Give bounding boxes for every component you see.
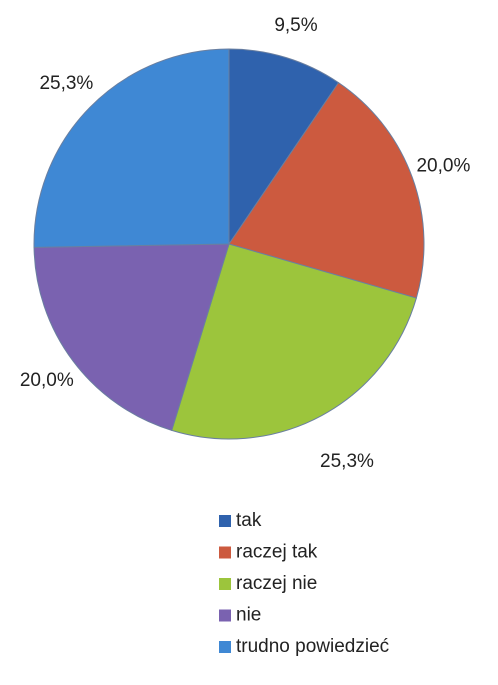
legend-label: raczej tak [236, 542, 318, 563]
legend-swatch [219, 641, 231, 653]
legend-swatch [219, 609, 231, 622]
pie-slice [33, 243, 230, 432]
legend-label: tak [236, 510, 262, 531]
pie-slice [228, 48, 340, 246]
data-label: 25,3% [320, 451, 374, 472]
data-label: 25,3% [39, 73, 93, 94]
legend-swatch [219, 546, 231, 559]
legend-label: nie [236, 605, 261, 626]
legend-swatch [219, 578, 231, 590]
legend-label: raczej nie [236, 573, 317, 594]
pie-slice [228, 81, 425, 299]
legend-swatch [219, 515, 231, 527]
data-label: 9,5% [274, 15, 317, 36]
data-label: 20,0% [20, 370, 74, 391]
legend-label: trudno powiedzieć [236, 636, 389, 657]
pie-slice [171, 243, 417, 440]
data-label: 20,0% [416, 156, 470, 177]
pie-slice [33, 48, 230, 248]
